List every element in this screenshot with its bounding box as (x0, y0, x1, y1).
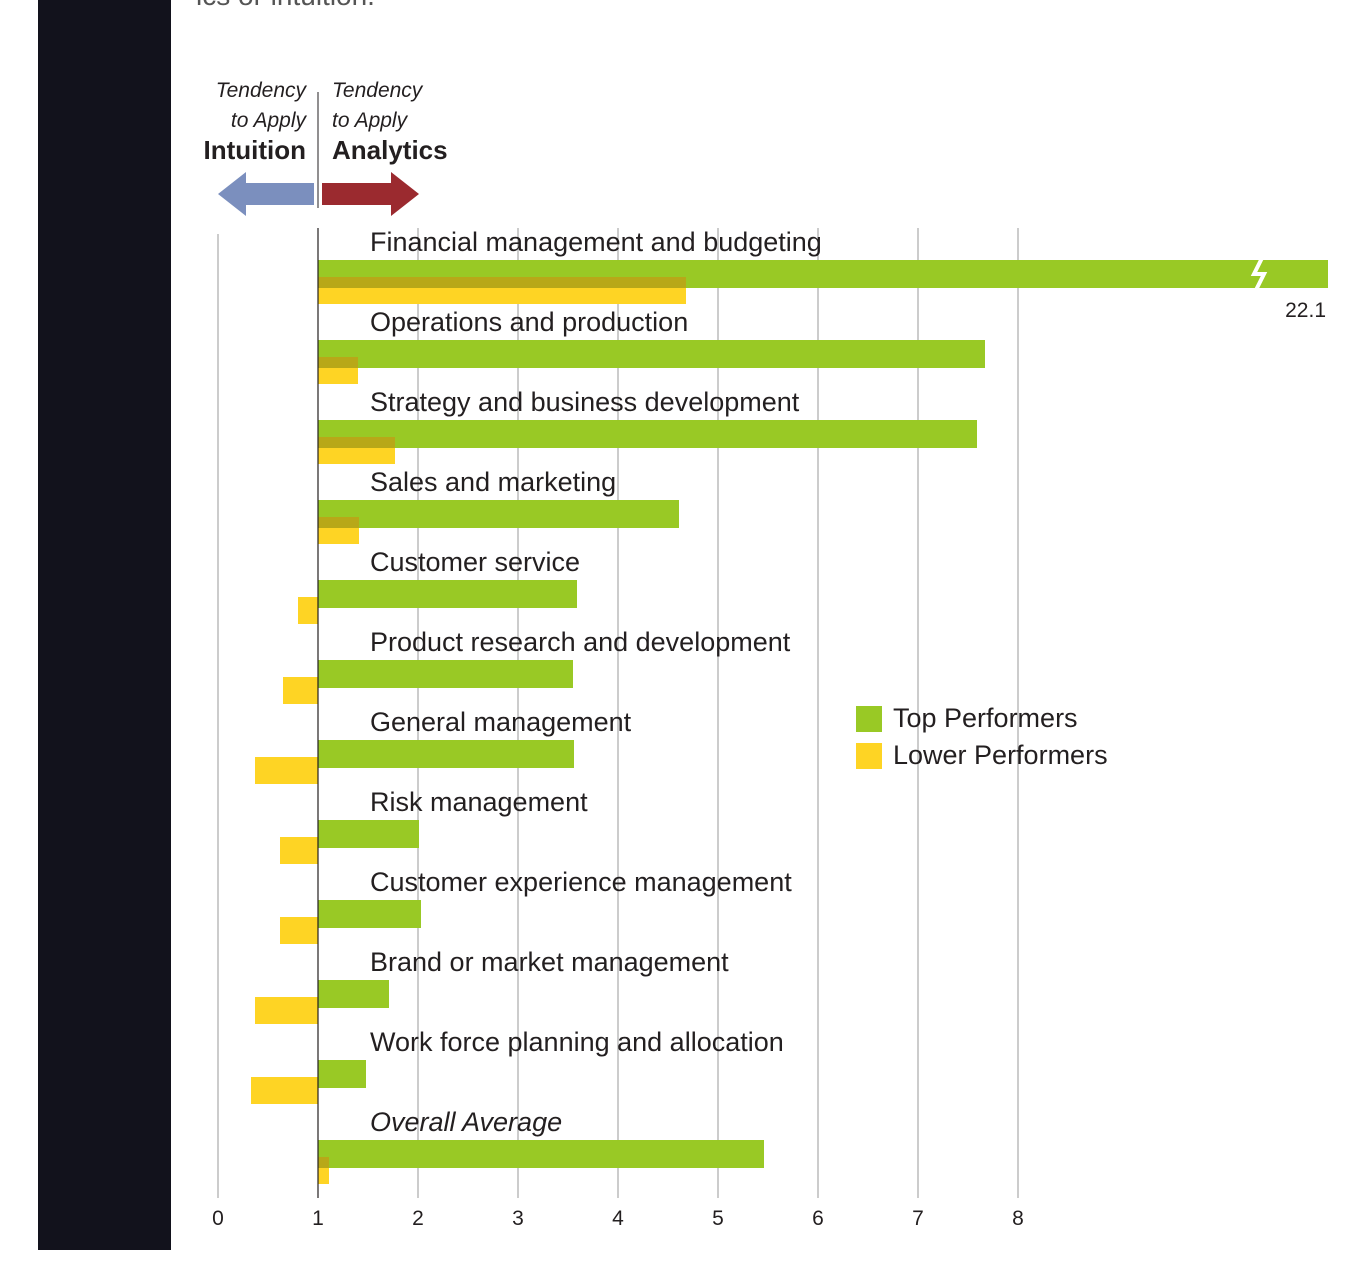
bar-lower-performers (280, 837, 318, 864)
analytics-header-title: Analytics (332, 135, 448, 165)
legend-label-lower: Lower Performers (893, 740, 1108, 770)
legend-item-lower: Lower Performers (856, 737, 1108, 774)
analytics-arrow-icon (322, 172, 419, 216)
bar-top-performers (318, 740, 574, 768)
analytics-header-line1: Tendency (332, 79, 423, 102)
x-tick-label: 0 (212, 1207, 224, 1230)
category-label: Work force planning and allocation (370, 1027, 784, 1057)
bar-top-performers (318, 420, 977, 448)
bar-top-performers (318, 580, 577, 608)
legend-swatch-lower (856, 742, 882, 769)
bar-top-performers (318, 340, 985, 368)
labels-layer: Financial management and budgeting 22.1 Op… (317, 227, 1326, 1198)
bar-lower-performers (255, 757, 318, 784)
x-tick-label: 6 (812, 1207, 824, 1230)
x-tick-label: 7 (912, 1207, 924, 1230)
axis-break-mark (1250, 257, 1268, 291)
bar-top-performers (318, 1060, 366, 1088)
bar-lower-performers (255, 997, 318, 1024)
bar-top-performers (318, 980, 389, 1008)
intuition-header-line1: Tendency (215, 79, 306, 102)
category-label: General management (370, 707, 632, 737)
intuition-arrow-icon (218, 172, 314, 216)
category-label: Product research and development (370, 627, 791, 657)
category-label: Overall Average (370, 1107, 562, 1137)
legend-label-top: Top Performers (893, 703, 1078, 733)
bar-overlap (318, 277, 686, 288)
x-tick-label: 5 (712, 1207, 724, 1230)
bar-top-performers (318, 660, 573, 688)
data-label: 22.1 (1285, 299, 1326, 322)
bar-lower-performers (298, 597, 318, 624)
category-label: Operations and production (370, 307, 688, 337)
bar-top-performers (318, 1140, 764, 1168)
bar-lower-performers (283, 677, 318, 704)
category-label: Customer experience management (370, 867, 792, 897)
bar-overlap (318, 357, 358, 368)
x-tick-label: 2 (412, 1207, 424, 1230)
category-label: Customer service (370, 547, 580, 577)
dark-sidebar (38, 0, 171, 1250)
ticks-layer: 0 1 2 3 4 5 6 7 8 (212, 1207, 1024, 1230)
intro-text: ics or intuition. (196, 0, 375, 12)
legend-swatch-top (856, 705, 882, 732)
bar-lower-performers (280, 917, 318, 944)
category-label: Sales and marketing (370, 467, 616, 497)
intuition-header-title: Intuition (203, 135, 306, 165)
x-tick-label: 8 (1012, 1207, 1024, 1230)
x-tick-label: 4 (612, 1207, 624, 1230)
bar-top-performers (318, 820, 419, 848)
x-tick-label: 1 (312, 1207, 324, 1230)
bars-layer (251, 257, 1328, 1184)
bar-top-performers (318, 500, 679, 528)
bar-overlap (318, 437, 395, 448)
bar-overlap (318, 1157, 329, 1168)
legend: Top Performers Lower Performers (856, 700, 1108, 774)
legend-item-top: Top Performers (856, 700, 1108, 737)
bar-lower-performers (318, 1157, 329, 1184)
category-label: Risk management (370, 787, 588, 817)
analytics-header-line2: to Apply (332, 109, 408, 132)
bar-lower-performers (251, 1077, 318, 1104)
grid-layer (217, 228, 1019, 1198)
category-label: Strategy and business development (370, 387, 800, 417)
intuition-header-line2: to Apply (230, 109, 306, 132)
arrows-layer (218, 92, 419, 216)
bar-top-performers (318, 900, 421, 928)
category-label: Brand or market management (370, 947, 729, 977)
x-tick-label: 3 (512, 1207, 524, 1230)
category-label: Financial management and budgeting (370, 227, 822, 257)
bar-overlap (318, 517, 359, 528)
